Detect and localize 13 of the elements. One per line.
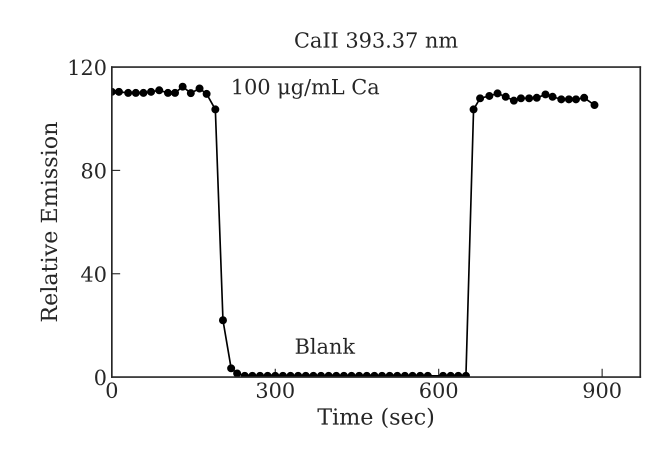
y-tick-label: 0 xyxy=(95,370,106,386)
x-axis-title: Time (sec) xyxy=(317,408,434,428)
y-tick-label: 120 xyxy=(70,60,106,76)
x-tick-label: 0 xyxy=(106,382,118,398)
x-tick-label: 600 xyxy=(420,382,458,398)
x-tick-label: 300 xyxy=(256,382,294,398)
chart-title: CaII 393.37 nm xyxy=(295,32,458,48)
annotation: Blank xyxy=(296,338,356,354)
y-tick-label: 40 xyxy=(81,266,106,282)
x-tick-label: 900 xyxy=(584,382,621,398)
annotation: 100 μg/mL Ca xyxy=(233,78,380,99)
y-axis-title: Relative Emission xyxy=(40,122,58,322)
y-tick-label: 80 xyxy=(82,162,106,179)
